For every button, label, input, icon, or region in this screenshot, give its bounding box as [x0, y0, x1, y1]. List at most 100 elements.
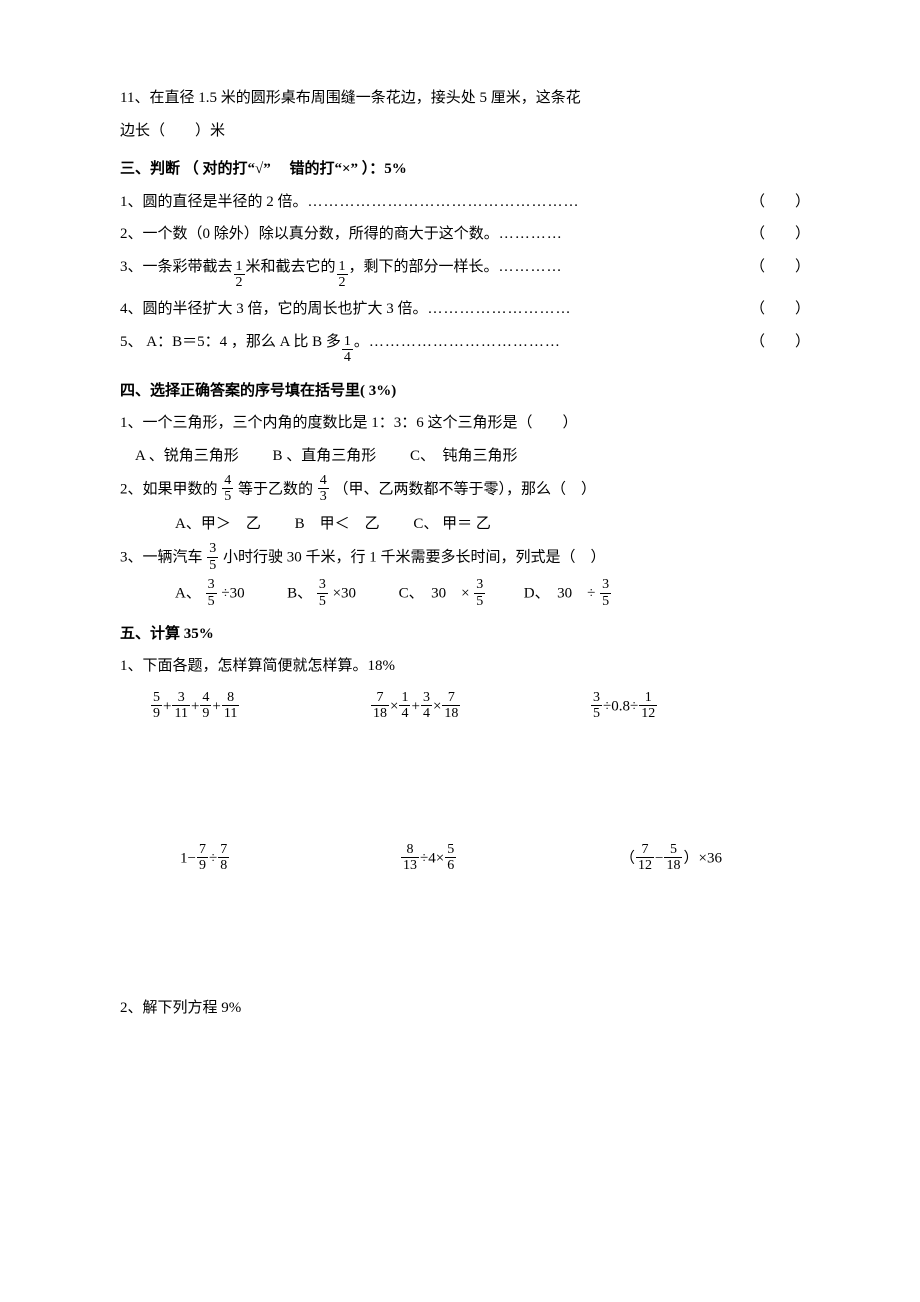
s4-q3-optC-label: C、 30 × [399, 585, 470, 601]
s4-q3-choices: A、 35 ÷30 B、 35 ×30 C、 30 × 35 D、 30 ÷ 3… [175, 578, 810, 610]
den: 11 [222, 706, 239, 721]
s3-3-dots: ………… [499, 253, 563, 282]
s5-r2c2: 813÷4×56 [400, 843, 620, 875]
num: 1 [337, 259, 348, 275]
den: 18 [371, 706, 389, 721]
op: + [212, 698, 220, 714]
s3-item-1: 1、圆的直径是半径的 2 倍。 …………………………………………… （ ） [120, 188, 810, 217]
num: 1 [234, 259, 245, 275]
den: 5 [206, 594, 217, 609]
s4-q2-choices: A、甲＞ 乙 B 甲＜ 乙 C、 甲＝ 乙 [175, 510, 810, 539]
s5-r2c3: （712−518）×36 [620, 843, 840, 875]
s3-5-dots: ……………………………… [369, 328, 561, 357]
section-3-heading: 三、判断 （ 对的打“√” 错的打“×” ）：5% [120, 155, 810, 184]
s4-q3-a: 3、一辆汽车 [120, 550, 203, 566]
num: 7 [197, 842, 208, 858]
op: ÷ [209, 850, 217, 866]
s3-4-text: 4、圆的半径扩大 3 倍，它的周长也扩大 3 倍。 [120, 295, 428, 324]
lead: （ [620, 850, 635, 866]
num: 3 [421, 690, 432, 706]
s5-sub1: 1、下面各题，怎样算简便就怎样算。18% [120, 652, 810, 681]
num: 7 [371, 690, 389, 706]
s3-5-paren: （ ） [750, 328, 810, 357]
den: 9 [151, 706, 162, 721]
s3-4-paren: （ ） [750, 295, 810, 324]
s3-1-text: 1、圆的直径是半径的 2 倍。 [120, 188, 308, 217]
s4-q2-optC: C、 甲＝ 乙 [413, 516, 491, 532]
s3-3-c: ，剩下的部分一样长。 [349, 253, 499, 282]
num: 3 [207, 541, 218, 557]
s3-4-dots: ……………………… [428, 295, 572, 324]
s4-q3-optD-frac: 35 [600, 577, 611, 609]
op: ÷4× [420, 850, 444, 866]
op: + [163, 698, 171, 714]
s4-q2-optA: A、甲＞ 乙 [175, 516, 261, 532]
op: × [390, 698, 398, 714]
den: 5 [207, 558, 218, 573]
num: 1 [399, 690, 410, 706]
s4-q2-b: 等于乙数的 [238, 481, 313, 497]
s4-q2-optB: B 甲＜ 乙 [295, 516, 380, 532]
op: − [655, 850, 663, 866]
den: 18 [664, 858, 682, 873]
num: 3 [172, 690, 189, 706]
s4-q2-c: （甲、乙两数都不等于零），那么（ ） [334, 481, 597, 497]
op: + [191, 698, 199, 714]
s4-q3-b: 小时行驶 30 千米，行 1 千米需要多长时间，列式是（ ） [223, 550, 606, 566]
den: 5 [317, 594, 328, 609]
s4-q2-f2: 43 [318, 473, 329, 505]
s3-5-a: 5、 A：B＝5：4 ，那么 A 比 B 多 [120, 328, 341, 357]
s5-sub2: 2、解下列方程 9% [120, 994, 810, 1023]
den: 5 [591, 706, 602, 721]
den: 4 [421, 706, 432, 721]
den: 6 [445, 858, 456, 873]
num: 5 [664, 842, 682, 858]
s3-3-f1: 12 [234, 259, 245, 291]
s4-q3-stem: 3、一辆汽车 35 小时行驶 30 千米，行 1 千米需要多长时间，列式是（ ） [120, 542, 810, 574]
s3-item-3: 3、一条彩带截去 12 米和截去它的 12 ，剩下的部分一样长。 ………… （ … [120, 253, 810, 292]
den: 2 [234, 275, 245, 290]
section-5-heading: 五、计算 35% [120, 620, 810, 649]
s4-q3-optD-label: D、 30 ÷ [524, 585, 596, 601]
s3-2-dots: ………… [499, 220, 563, 249]
s4-q3-optB-frac: 35 [317, 577, 328, 609]
num: 4 [200, 690, 211, 706]
s3-3-f2: 12 [337, 259, 348, 291]
den: 5 [474, 594, 485, 609]
s3-3-a: 3、一条彩带截去 [120, 253, 233, 282]
num: 4 [222, 473, 233, 489]
q11-line2: 边长（ ）米 [120, 117, 810, 146]
s5-r2c1: 1−79÷78 [180, 843, 400, 875]
op: + [411, 698, 419, 714]
den: 12 [636, 858, 654, 873]
den: 3 [318, 489, 329, 504]
num: 1 [639, 690, 657, 706]
s4-q3-optA-tail: ÷30 [221, 585, 244, 601]
den: 9 [197, 858, 208, 873]
q11-line1: 11、在直径 1.5 米的圆形桌布周围缝一条花边，接头处 5 厘米，这条花 [120, 84, 810, 113]
s3-1-dots: …………………………………………… [308, 188, 580, 217]
s4-q1-a: A 、锐角三角形 [135, 448, 239, 464]
den: 8 [218, 858, 229, 873]
s4-q1-choices: A 、锐角三角形 B 、直角三角形 C、 钝角三角形 [135, 442, 810, 471]
s3-3-paren: （ ） [750, 253, 810, 282]
s4-q3-f: 35 [207, 541, 218, 573]
den: 5 [600, 594, 611, 609]
s3-item-2: 2、一个数（0 除外）除以真分数，所得的商大于这个数。 ………… （ ） [120, 220, 810, 249]
s5-r1c2: 718×14+34×718 [370, 691, 590, 723]
s3-5-b: 。 [354, 328, 369, 357]
s4-q1-c: C、 钝角三角形 [410, 448, 518, 464]
den: 5 [222, 489, 233, 504]
s3-item-5: 5、 A：B＝5：4 ，那么 A 比 B 多 14 。 ………………………………… [120, 328, 810, 367]
num: 5 [445, 842, 456, 858]
den: 11 [172, 706, 189, 721]
den: 2 [337, 275, 348, 290]
s4-q2-f1: 45 [222, 473, 233, 505]
s4-q3-optA-label: A、 [175, 585, 201, 601]
num: 7 [442, 690, 460, 706]
den: 4 [399, 706, 410, 721]
s3-2-paren: （ ） [750, 220, 810, 249]
s4-q3-optB-tail: ×30 [333, 585, 356, 601]
s4-q1-b: B 、直角三角形 [273, 448, 377, 464]
num: 1 [342, 334, 353, 350]
